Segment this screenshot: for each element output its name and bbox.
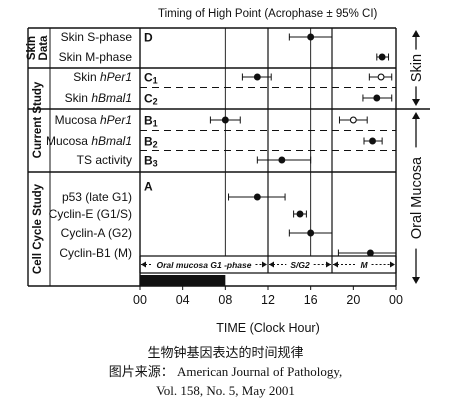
phase-label: M <box>360 260 368 270</box>
x-tick-label: 20 <box>346 293 360 307</box>
acrophase-point <box>296 210 304 218</box>
acrophase-point <box>366 249 374 257</box>
panel-label: D <box>144 31 153 45</box>
acrophase-point <box>278 156 286 164</box>
acrophase-point <box>307 229 315 237</box>
phase-arrowhead <box>333 261 338 268</box>
phase-arrowhead <box>326 261 331 268</box>
acrophase-point <box>369 137 376 145</box>
row-label: Cyclin-E (G1/S) <box>49 207 132 221</box>
oral-mucosa-side-arrowhead <box>412 277 420 284</box>
x-tick-label: 16 <box>304 293 318 307</box>
oral-mucosa-side-arrowhead <box>412 112 420 119</box>
skin-side-arrowhead <box>412 30 420 37</box>
chart-title: Timing of High Point (Acrophase ± 95% CI… <box>158 8 378 20</box>
panel-label: B1 <box>144 114 158 129</box>
panel-label: C2 <box>144 92 158 107</box>
phase-arrowhead <box>269 261 274 268</box>
panel-label: B2 <box>144 135 158 150</box>
row-label: p53 (late G1) <box>62 190 132 204</box>
panel-label: A <box>144 180 153 194</box>
row-label: Mucosa hBmal1 <box>46 134 132 148</box>
plot-frame <box>27 27 430 287</box>
group-label-cell-cycle: Cell Cycle Study <box>32 183 44 274</box>
panel-label: C1 <box>144 71 158 86</box>
acrophase-point <box>221 116 229 124</box>
acrophase-point <box>373 94 381 102</box>
row-label: Mucosa hPer1 <box>55 113 132 127</box>
group-label-skin-data: Data <box>38 35 50 61</box>
caption-source: 图片来源： American Journal of Pathology, <box>108 364 343 379</box>
phase-arrowhead <box>141 261 146 268</box>
data-marks <box>209 33 397 257</box>
phase-bar: Oral mucosa G1 -phase S/G2 M <box>139 255 397 286</box>
acrophase-point-open <box>377 73 385 81</box>
acrophase-point <box>378 53 386 61</box>
x-axis-label: TIME (Clock Hour) <box>216 321 319 335</box>
caption-title: 生物钟基因表达的时间规律 <box>147 345 304 360</box>
acrophase-point <box>253 193 261 201</box>
acrophase-point <box>253 73 261 81</box>
row-label: Skin hPer1 <box>73 70 132 84</box>
panel-label: B3 <box>144 154 158 169</box>
phase-arrowhead <box>390 261 395 268</box>
group-label-skin-data: Skin <box>26 36 38 60</box>
dark-period-bar <box>140 275 226 286</box>
acrophase-point <box>307 33 315 41</box>
x-axis-ticks: 00 04 08 12 16 20 00 <box>133 286 403 307</box>
group-label-current-study: Current Study <box>32 81 44 158</box>
phase-arrowhead <box>262 261 267 268</box>
caption-citation: Vol. 158, No. 5, May 2001 <box>156 383 295 398</box>
row-label: Cyclin-B1 (M) <box>59 246 132 260</box>
x-tick-label: 00 <box>133 293 147 307</box>
skin-side-label: Skin <box>409 54 425 82</box>
x-tick-label: 04 <box>176 293 190 307</box>
phase-label: S/G2 <box>290 260 310 270</box>
x-tick-label: 00 <box>389 293 403 307</box>
acrophase-chart: Timing of High Point (Acrophase ± 95% CI… <box>26 8 430 335</box>
acrophase-point-open <box>349 116 357 124</box>
x-tick-label: 12 <box>261 293 275 307</box>
phase-label: Oral mucosa G1 -phase <box>157 260 252 270</box>
row-label: Skin hBmal1 <box>65 91 132 105</box>
row-label: TS activity <box>77 153 132 167</box>
row-label: Cyclin-A (G2) <box>61 226 132 240</box>
skin-side-arrowhead <box>412 99 420 106</box>
row-labels: Skin S-phase Skin M-phase Skin hPer1 Skin h… <box>46 30 158 260</box>
oral-mucosa-side-label: Oral Mucosa <box>409 156 425 239</box>
row-label: Skin M-phase <box>59 50 133 64</box>
x-tick-label: 08 <box>218 293 232 307</box>
row-label: Skin S-phase <box>61 30 133 44</box>
